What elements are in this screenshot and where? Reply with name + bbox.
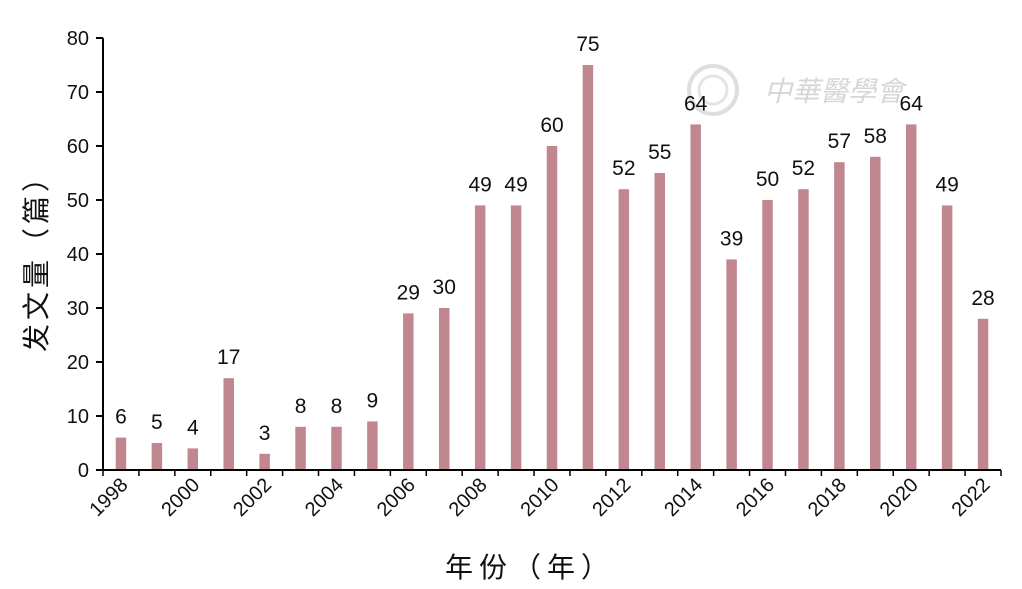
data-label-2005: 9: [367, 389, 379, 412]
data-label-2011: 75: [576, 33, 599, 56]
x-axis-title: 年份（年）: [445, 551, 615, 584]
x-tick-label-2002: 2002: [229, 474, 276, 521]
watermark-seal-icon: [687, 64, 739, 116]
bar-2015: [726, 259, 737, 470]
y-tick-label-80: 80: [67, 28, 89, 50]
bar-2016: [762, 200, 773, 470]
bar-2004: [331, 426, 342, 470]
bars-group: [115, 65, 989, 471]
x-tick-label-2010: 2010: [517, 474, 564, 521]
data-label-2000: 4: [187, 416, 199, 439]
x-tick-label-2000: 2000: [157, 474, 204, 521]
bar-2020: [905, 124, 917, 471]
y-tick-label-60: 60: [67, 136, 89, 158]
data-label-1999: 5: [151, 411, 163, 434]
x-tick-label-2014: 2014: [660, 474, 707, 521]
data-label-2015: 39: [720, 227, 743, 250]
data-label-2013: 55: [648, 141, 671, 164]
data-label-2017: 52: [792, 157, 815, 180]
watermark-seal-inner-icon: [697, 74, 729, 106]
x-axis: 1998 2000 2002 2004 2006 2008 2010 2012 2014 2016…: [85, 469, 1002, 521]
data-label-2003: 8: [295, 395, 307, 418]
bar-2018: [834, 162, 845, 470]
y-tick-label-70: 70: [67, 82, 89, 104]
bar-2022: [977, 318, 989, 470]
bar-2008: [474, 205, 486, 470]
x-tick-label-2016: 2016: [732, 474, 779, 521]
data-label-2008: 49: [468, 173, 491, 196]
bar-1999: [151, 443, 163, 470]
data-label-2022: 28: [971, 287, 994, 310]
bar-2017: [798, 189, 809, 470]
y-tick-label-50: 50: [67, 190, 89, 212]
x-tick-label-2008: 2008: [445, 474, 492, 521]
data-label-2020: 64: [900, 92, 924, 115]
data-label-2018: 57: [828, 130, 851, 153]
watermark-text: 中華醫學會: [764, 75, 908, 108]
data-label-1998: 6: [115, 406, 127, 429]
x-tick-label-2012: 2012: [588, 474, 635, 521]
data-label-2016: 50: [756, 168, 779, 191]
bar-2013: [654, 173, 666, 470]
bar-2001: [223, 378, 234, 470]
y-tick-label-0: 0: [78, 460, 89, 482]
x-tick-label-2004: 2004: [301, 474, 348, 521]
bar-2019: [870, 156, 881, 471]
y-axis-title: 发文量（篇）: [20, 160, 53, 352]
bar-2010: [546, 146, 558, 470]
data-label-2009: 49: [504, 173, 527, 196]
data-label-2014: 64: [684, 92, 708, 115]
bar-2005: [367, 421, 378, 470]
x-tick-label-2022: 2022: [948, 474, 995, 521]
data-label-2012: 52: [612, 157, 635, 180]
x-tick-label-2020: 2020: [876, 474, 923, 521]
data-label-2001: 17: [217, 346, 240, 369]
data-label-2002: 3: [259, 422, 271, 445]
y-tick-label-10: 10: [67, 406, 89, 428]
bar-2003: [295, 426, 306, 470]
data-label-2010: 60: [540, 114, 563, 137]
bar-2014: [690, 124, 701, 471]
y-axis: 0 10 20 30 40 50 60 70 80: [67, 28, 104, 482]
bar-2012: [618, 189, 630, 470]
x-tick-label-1998: 1998: [85, 474, 132, 521]
data-label-2006: 29: [397, 281, 420, 304]
y-tick-label-20: 20: [67, 352, 89, 374]
y-tick-label-40: 40: [67, 244, 89, 266]
data-label-2021: 49: [935, 173, 958, 196]
bar-2011: [582, 65, 594, 470]
data-label-2004: 8: [331, 395, 343, 418]
x-tick-label-2018: 2018: [804, 474, 851, 521]
bar-2002: [259, 453, 270, 470]
bar-2000: [187, 448, 199, 470]
bar-2007: [438, 308, 450, 470]
bar-2006: [403, 313, 414, 470]
data-label-2007: 30: [433, 276, 456, 299]
x-tick-label-2006: 2006: [373, 474, 420, 521]
bar-2009: [510, 205, 522, 470]
watermark: 中華醫學會: [687, 64, 908, 116]
data-label-2019: 58: [864, 125, 887, 148]
bar-2021: [941, 205, 953, 470]
bar-1998: [115, 437, 127, 470]
y-tick-label-30: 30: [67, 298, 89, 320]
data-labels-group: 6 5 4 17 3 8 8 9 29 30 49 49 60 75 52 55 64 39 50 52 57 58 64 4…: [115, 33, 995, 445]
